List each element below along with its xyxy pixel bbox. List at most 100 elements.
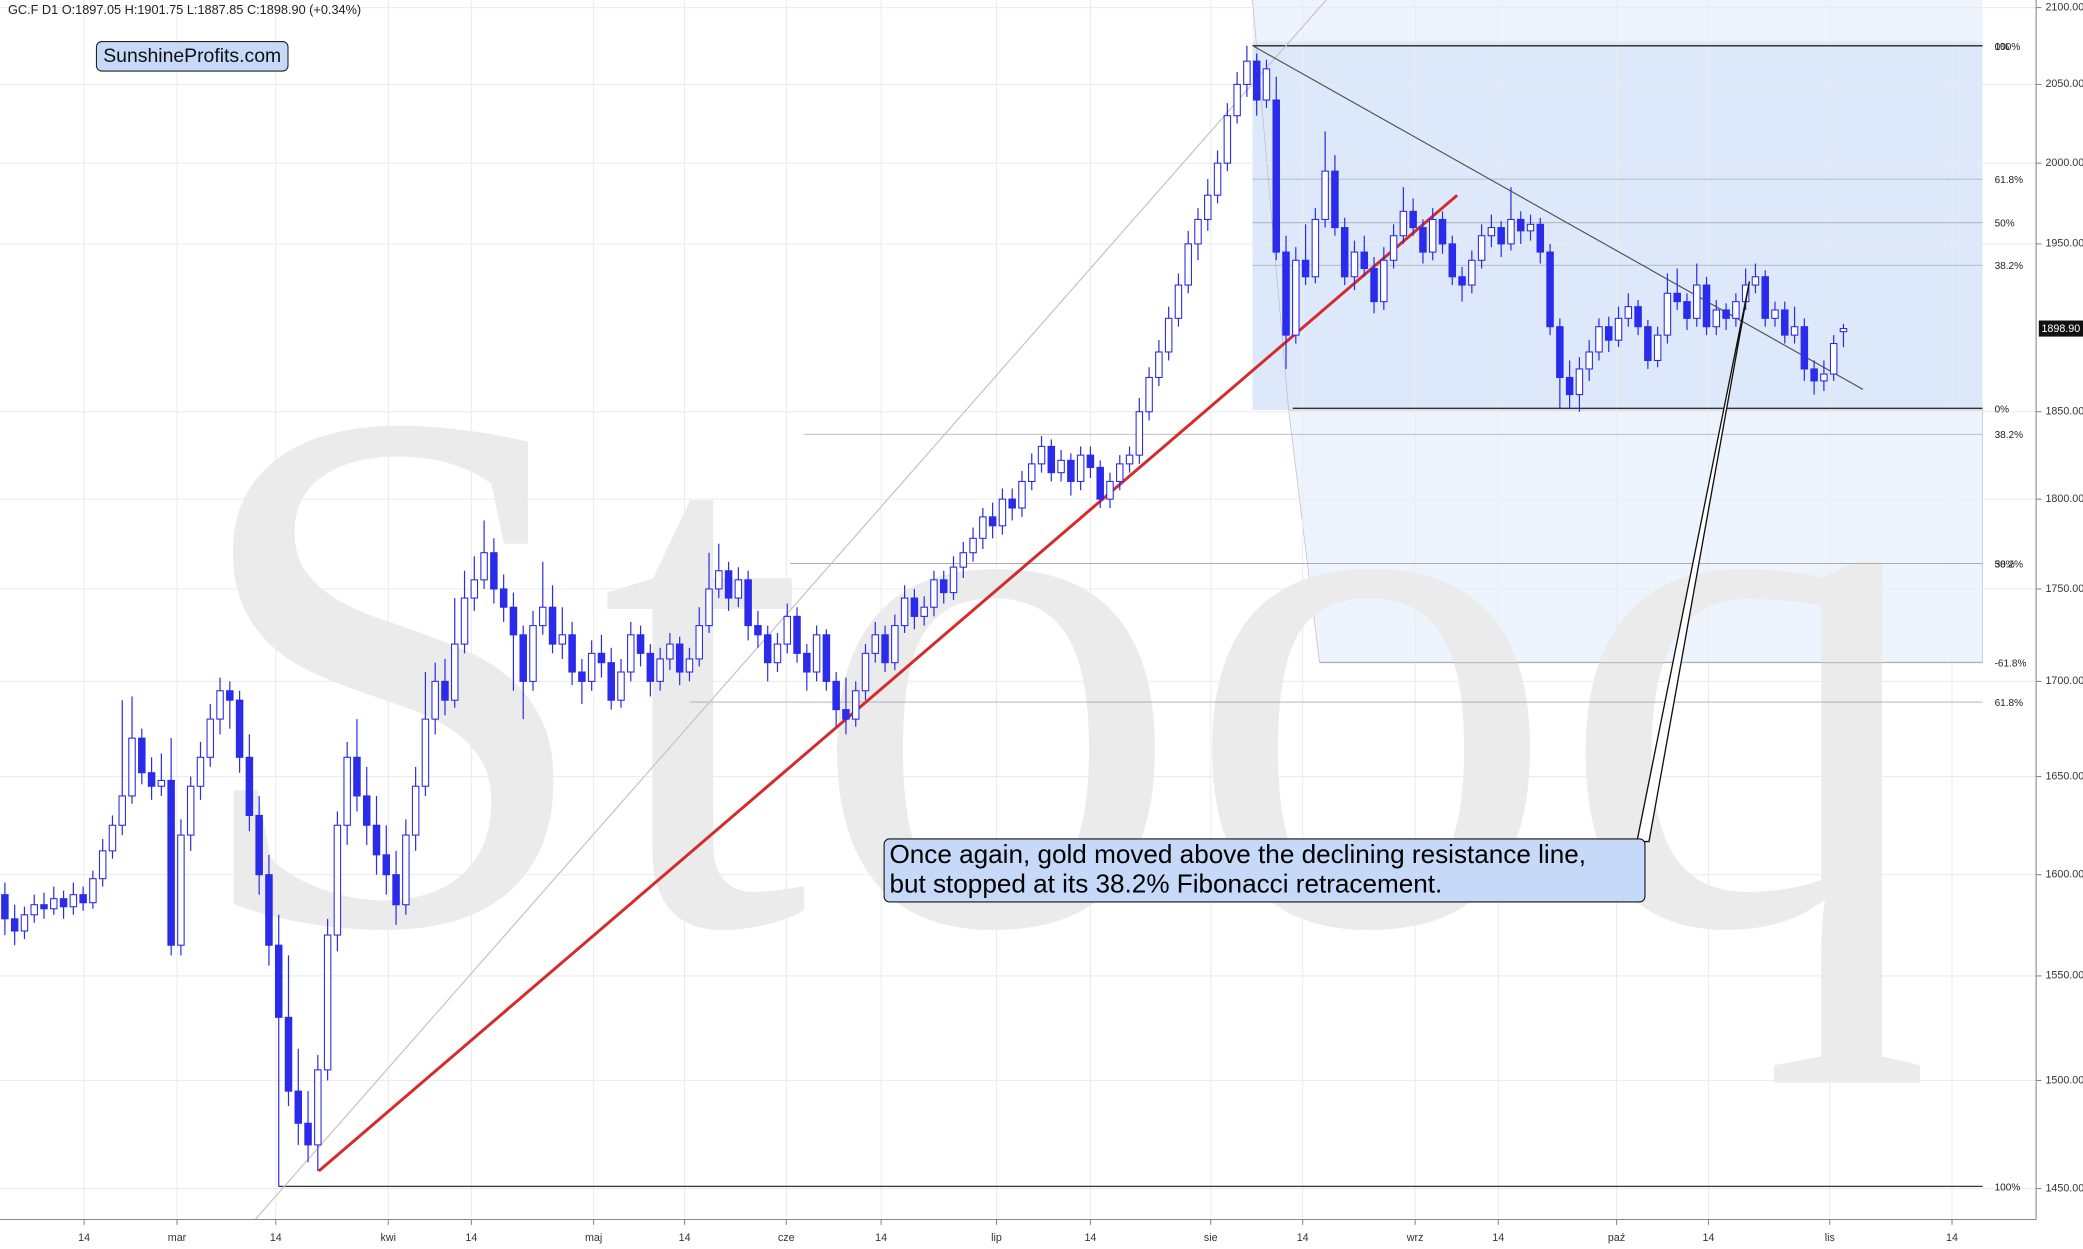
candle-body	[1243, 60, 1251, 85]
y-tick-label: 1550.00	[2045, 970, 2083, 982]
y-tick-label: 2000.00	[2045, 157, 2083, 169]
candle-body	[1194, 218, 1202, 245]
candle-body	[1204, 194, 1212, 220]
candle-body	[1771, 309, 1779, 319]
candle-body	[724, 570, 733, 599]
candle-body	[196, 756, 205, 787]
candle-body	[646, 652, 655, 682]
candle-body	[930, 579, 938, 608]
candle-body	[891, 625, 899, 664]
background-layer	[1252, 0, 1983, 663]
fib-label: -61.8%	[1995, 659, 2027, 670]
candle-body	[1086, 454, 1095, 468]
candle-body	[1262, 68, 1271, 101]
fib-zone	[1252, 0, 1983, 42]
candle-body	[1047, 445, 1056, 474]
fib-label: 61.8%	[1995, 698, 2024, 709]
candle-body	[1360, 251, 1369, 270]
candle-body	[1145, 376, 1153, 413]
candle-body	[333, 824, 342, 936]
candle-body	[431, 680, 439, 720]
fib-label: 38.2%	[1995, 430, 2024, 441]
candle-body	[607, 662, 615, 701]
candle-body	[939, 579, 948, 594]
candle-body	[265, 874, 273, 946]
x-tick-label: 14	[679, 1232, 691, 1244]
y-tick-label: 1650.00	[2045, 770, 2083, 782]
candle-body	[1468, 259, 1476, 286]
candle-body	[1135, 411, 1144, 456]
candle-body	[304, 1122, 312, 1146]
candle-body	[1663, 292, 1672, 336]
candle-body	[812, 634, 821, 673]
candle-body	[177, 834, 185, 946]
candle-body	[186, 785, 195, 836]
x-tick-label: lis	[1825, 1232, 1835, 1244]
fib-label: 61.8%	[1995, 175, 2024, 186]
x-tick-label: wrz	[1406, 1232, 1424, 1244]
candle-body	[539, 606, 547, 627]
candle-body	[1653, 334, 1662, 361]
candle-body	[1301, 259, 1310, 278]
y-tick-label: 1450.00	[2045, 1182, 2083, 1194]
y-tick-label: 1800.00	[2045, 493, 2083, 505]
candle-body	[842, 709, 850, 720]
x-tick-label: 14	[1297, 1232, 1309, 1244]
candle-body	[1057, 459, 1065, 474]
candle-body	[1829, 343, 1838, 375]
fib-label: 38.2%	[1995, 261, 2024, 272]
candle-body	[1252, 60, 1261, 101]
candle-body	[10, 918, 19, 932]
candle-body	[216, 690, 224, 720]
candle-body	[1184, 243, 1192, 286]
candle-body	[1272, 99, 1280, 253]
candle-body	[969, 537, 977, 554]
candle-body	[1096, 466, 1104, 500]
candle-body	[392, 874, 400, 906]
candle-body	[353, 756, 361, 797]
x-tick-label: 14	[875, 1232, 887, 1244]
candle-body	[1389, 235, 1398, 261]
candle-body	[509, 606, 518, 636]
candle-body	[441, 680, 449, 701]
candle-body	[1164, 317, 1173, 353]
candle-body	[832, 680, 840, 711]
candle-body	[1018, 480, 1026, 509]
candle-body	[1477, 235, 1486, 261]
candle-body	[499, 588, 508, 608]
candle-body	[1634, 306, 1642, 328]
candle-body	[1546, 251, 1554, 328]
candle-body	[451, 643, 459, 701]
candle-body	[1370, 267, 1378, 303]
candle-body	[656, 658, 664, 682]
annotation-line: Once again, gold moved above the declini…	[889, 839, 1586, 869]
candle-body	[1683, 301, 1691, 319]
x-tick-label: 14	[78, 1232, 90, 1244]
candle-body	[734, 579, 743, 599]
candle-body	[1595, 326, 1603, 353]
candle-body	[871, 634, 880, 654]
x-tick-label: 14	[1492, 1232, 1504, 1244]
candle-body	[705, 588, 713, 627]
candle-body	[1027, 463, 1036, 482]
candle-body	[558, 634, 567, 645]
x-tick-label: lip	[991, 1232, 1002, 1244]
candle-body	[1624, 306, 1633, 319]
candle-body	[1448, 243, 1457, 278]
candle-body	[1673, 292, 1681, 303]
candle-body	[1781, 309, 1789, 336]
candle-body	[470, 579, 479, 599]
candle-body	[529, 625, 537, 682]
candle-body	[314, 1069, 322, 1146]
y-tick-label: 1750.00	[2045, 583, 2083, 595]
candle-body	[1575, 368, 1584, 396]
fib-label: 100%	[1995, 1182, 2021, 1193]
candle-body	[763, 634, 772, 664]
candle-body	[744, 579, 752, 627]
candle-body	[979, 516, 987, 539]
candle-body	[685, 658, 694, 673]
candle-body	[959, 552, 968, 568]
candle-body	[343, 756, 351, 826]
